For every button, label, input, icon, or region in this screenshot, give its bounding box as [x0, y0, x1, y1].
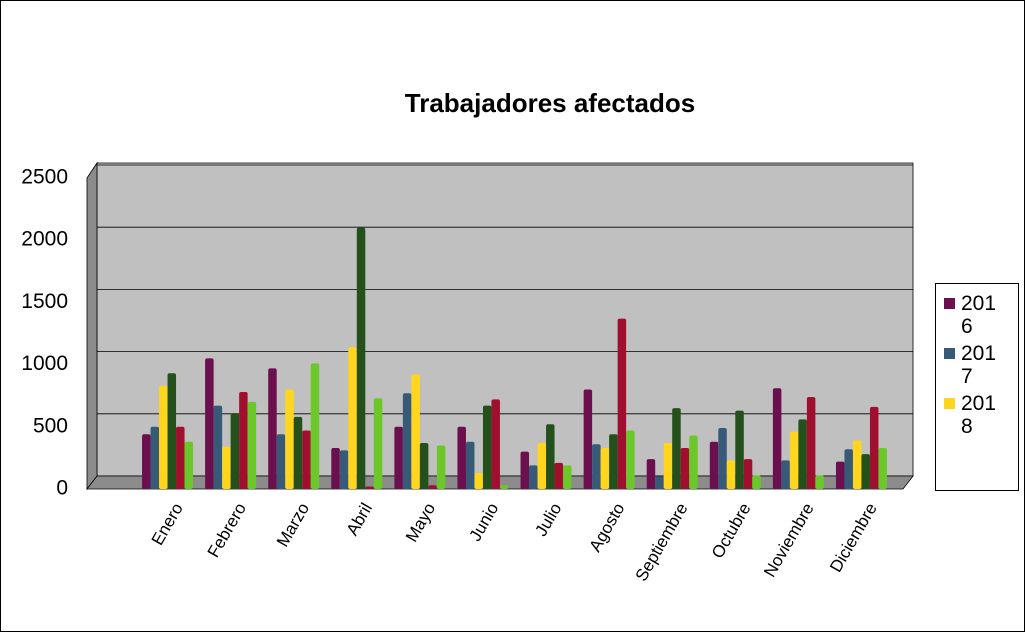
- bar: [482, 405, 492, 489]
- bar: [365, 486, 374, 489]
- bar: [436, 445, 446, 489]
- bar: [798, 419, 807, 489]
- legend-swatch: [944, 348, 955, 359]
- bar: [546, 424, 555, 489]
- legend-label: 2016: [961, 292, 997, 338]
- legend-item: 2018: [940, 392, 1014, 438]
- bar: [861, 454, 870, 489]
- bar: [402, 393, 412, 489]
- bar: [268, 368, 277, 489]
- bar: [743, 459, 753, 489]
- bar: [419, 442, 429, 489]
- bar: [655, 476, 664, 489]
- bar: [617, 318, 627, 489]
- bar: [230, 413, 240, 489]
- bar: [735, 410, 744, 489]
- bar: [781, 460, 790, 489]
- bar: [276, 434, 286, 489]
- chart-title: Trabajadores afectados: [405, 88, 695, 118]
- bar: [285, 389, 294, 489]
- bar: [411, 374, 420, 489]
- bar: [348, 347, 357, 489]
- bar: [428, 485, 437, 489]
- bar: [293, 416, 303, 489]
- bar: [142, 434, 151, 489]
- legend-item: 2016: [940, 292, 1014, 338]
- bar: [680, 447, 690, 489]
- bar: [537, 442, 547, 489]
- bar: [159, 385, 168, 489]
- legend-swatch: [944, 398, 955, 409]
- legend: 2016 2017 2018: [935, 283, 1019, 491]
- bar: [600, 447, 610, 489]
- bar: [583, 389, 593, 489]
- bar: [520, 451, 530, 489]
- bar: [718, 428, 727, 489]
- bar: [852, 440, 862, 489]
- y-tick-label: 2500: [21, 166, 68, 189]
- bar: [184, 441, 194, 489]
- y-tick-label: 1500: [21, 290, 68, 313]
- bar: [373, 398, 383, 489]
- bar: [302, 430, 311, 489]
- bar: [247, 401, 257, 489]
- bar: [646, 459, 656, 489]
- bar: [331, 447, 340, 489]
- y-tick-label: 500: [33, 414, 68, 437]
- bar: [474, 472, 483, 489]
- bar: [356, 227, 366, 489]
- bar: [663, 442, 673, 489]
- bar: [205, 358, 214, 489]
- bar: [772, 388, 782, 489]
- legend-item: 2017: [940, 342, 1014, 388]
- bar: [339, 450, 349, 489]
- bar: [491, 399, 500, 489]
- bar: [310, 363, 320, 489]
- bar: [176, 426, 185, 489]
- bar: [457, 426, 466, 489]
- y-tick-label: 2000: [21, 228, 68, 251]
- bar: [689, 435, 698, 489]
- bar: [709, 441, 719, 489]
- bar: [150, 426, 160, 489]
- bar: [752, 475, 761, 489]
- bar: [167, 373, 177, 489]
- y-tick-label: 1000: [21, 352, 68, 375]
- bar: [465, 441, 475, 489]
- bar: [815, 475, 824, 489]
- bar: [789, 431, 799, 489]
- legend-label: 2017: [961, 342, 997, 388]
- legend-label: 2018: [961, 392, 997, 438]
- bar: [222, 446, 231, 489]
- bar: [592, 444, 601, 489]
- bar: [835, 461, 845, 489]
- bar: [394, 426, 403, 489]
- bar: [239, 391, 248, 489]
- bar: [563, 465, 572, 489]
- bar: [869, 406, 879, 489]
- bar: [672, 408, 681, 489]
- bar: [878, 447, 887, 489]
- bar: [726, 460, 736, 489]
- bar: [609, 434, 618, 489]
- bar: [844, 449, 853, 489]
- legend-swatch: [944, 298, 955, 309]
- side-wall: [86, 161, 98, 491]
- bar: [806, 396, 816, 489]
- bar: [529, 465, 538, 489]
- bar: [554, 462, 564, 489]
- bar: [499, 485, 509, 489]
- bar: [213, 405, 223, 489]
- y-tick-label: 0: [56, 477, 68, 500]
- bar: [626, 430, 635, 489]
